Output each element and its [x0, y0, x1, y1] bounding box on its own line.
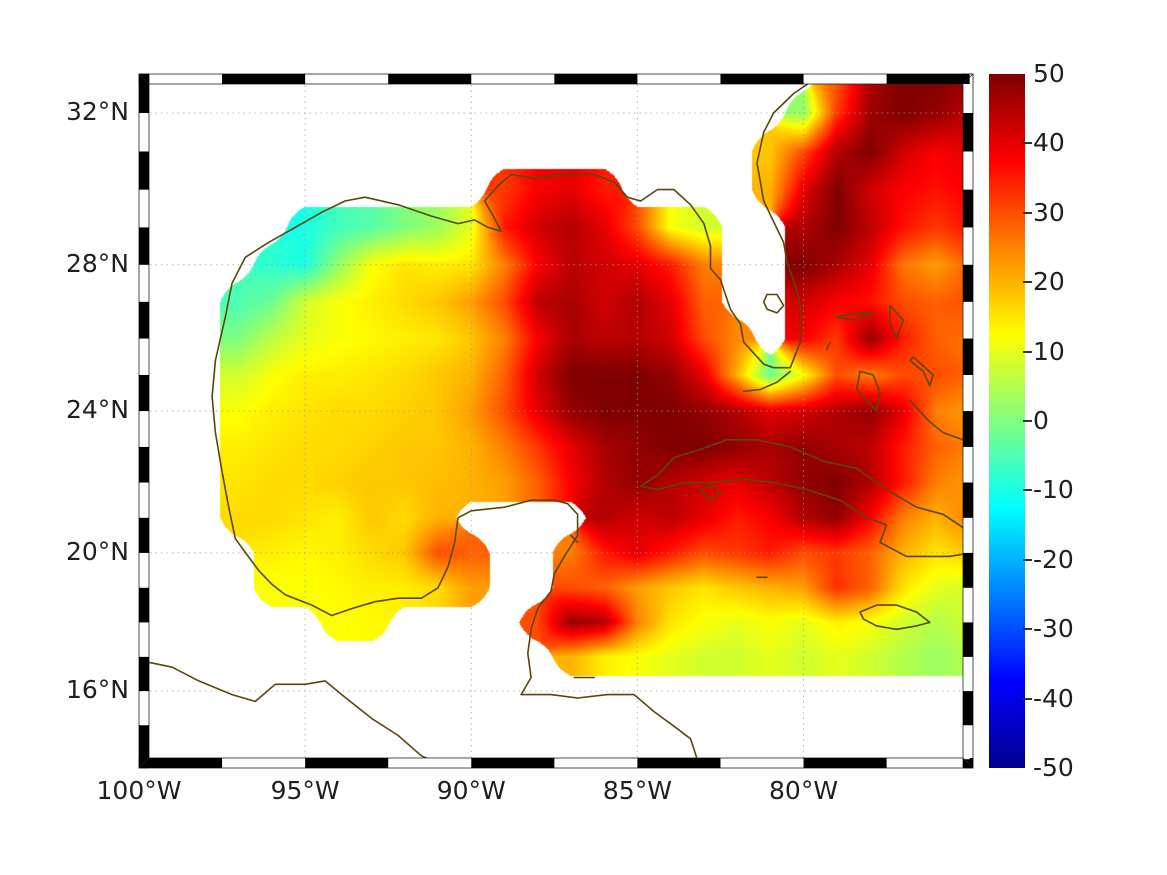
map-frame-border [138, 73, 974, 769]
colorbar-tick-dash [1023, 558, 1032, 561]
colorbar-tick-label: 30 [1033, 197, 1065, 227]
coastline-eleuthera [909, 355, 934, 387]
xtick-label: 95°W [270, 776, 340, 805]
xtick-label: 85°W [602, 776, 672, 805]
coastline-grand-bahama [835, 312, 875, 322]
xtick-label: 90°W [436, 776, 506, 805]
colorbar [989, 74, 1025, 768]
colorbar-tick-label: 20 [1033, 267, 1065, 297]
ytick-label: 20°N [65, 536, 129, 566]
coastline-cozumel [570, 534, 579, 544]
ytick-label: 28°N [65, 248, 129, 278]
colorbar-tick-dash [1023, 697, 1032, 700]
colorbar-tick-label: 50 [1033, 59, 1065, 88]
colorbar-tick-dash [1023, 211, 1032, 214]
ytick-label: 32°N [65, 96, 129, 126]
graticule-gridlines [139, 74, 973, 768]
colorbar-tick-dash [1023, 489, 1032, 492]
coastline-abaco [889, 304, 905, 340]
colorbar-tick-label: -10 [1033, 475, 1074, 505]
colorbar-tick-dash [1023, 281, 1032, 284]
ytick-label: 16°N [65, 675, 129, 705]
xtick-label: 100°W [96, 776, 182, 805]
coastline-exuma-chain [909, 399, 971, 448]
colorbar-tick-dash [1023, 142, 1032, 145]
xtick-label: 80°W [769, 776, 839, 805]
coastline-us-gulf-atlantic-coast [214, 74, 826, 369]
colorbar-tick-label: -40 [1033, 683, 1074, 713]
coastline-isla-de-la-juventud [699, 485, 722, 502]
coastline-jamaica [859, 604, 931, 631]
colorbar-tick-label: 40 [1033, 128, 1065, 158]
map-heatmap-canvas [139, 74, 973, 768]
coastline-andros [855, 370, 881, 412]
coastline-lake-okeechobee [762, 293, 785, 314]
colorbar-tick-label: -20 [1033, 544, 1074, 574]
colorbar-tick-dash [1023, 628, 1032, 631]
colorbar-tick-dash [1023, 420, 1032, 422]
coastline-cuba [639, 438, 973, 558]
coastline-florida-keys [742, 370, 792, 393]
ytick-label: 24°N [65, 395, 129, 425]
colorbar-tick-dash [1023, 350, 1032, 353]
colorbar-tick-label: -50 [1033, 753, 1074, 782]
coastline-mexico-pacific-coast [139, 659, 446, 767]
coastline-bimini [825, 341, 831, 351]
colorbar-tick-label: 10 [1033, 336, 1065, 366]
colorbar-tick-label: 0 [1033, 406, 1049, 435]
coastline-mexico-gulf-yucatan-honduras-coast [211, 359, 699, 761]
coastlines [139, 74, 973, 767]
colorbar-tick-label: -30 [1033, 614, 1074, 644]
